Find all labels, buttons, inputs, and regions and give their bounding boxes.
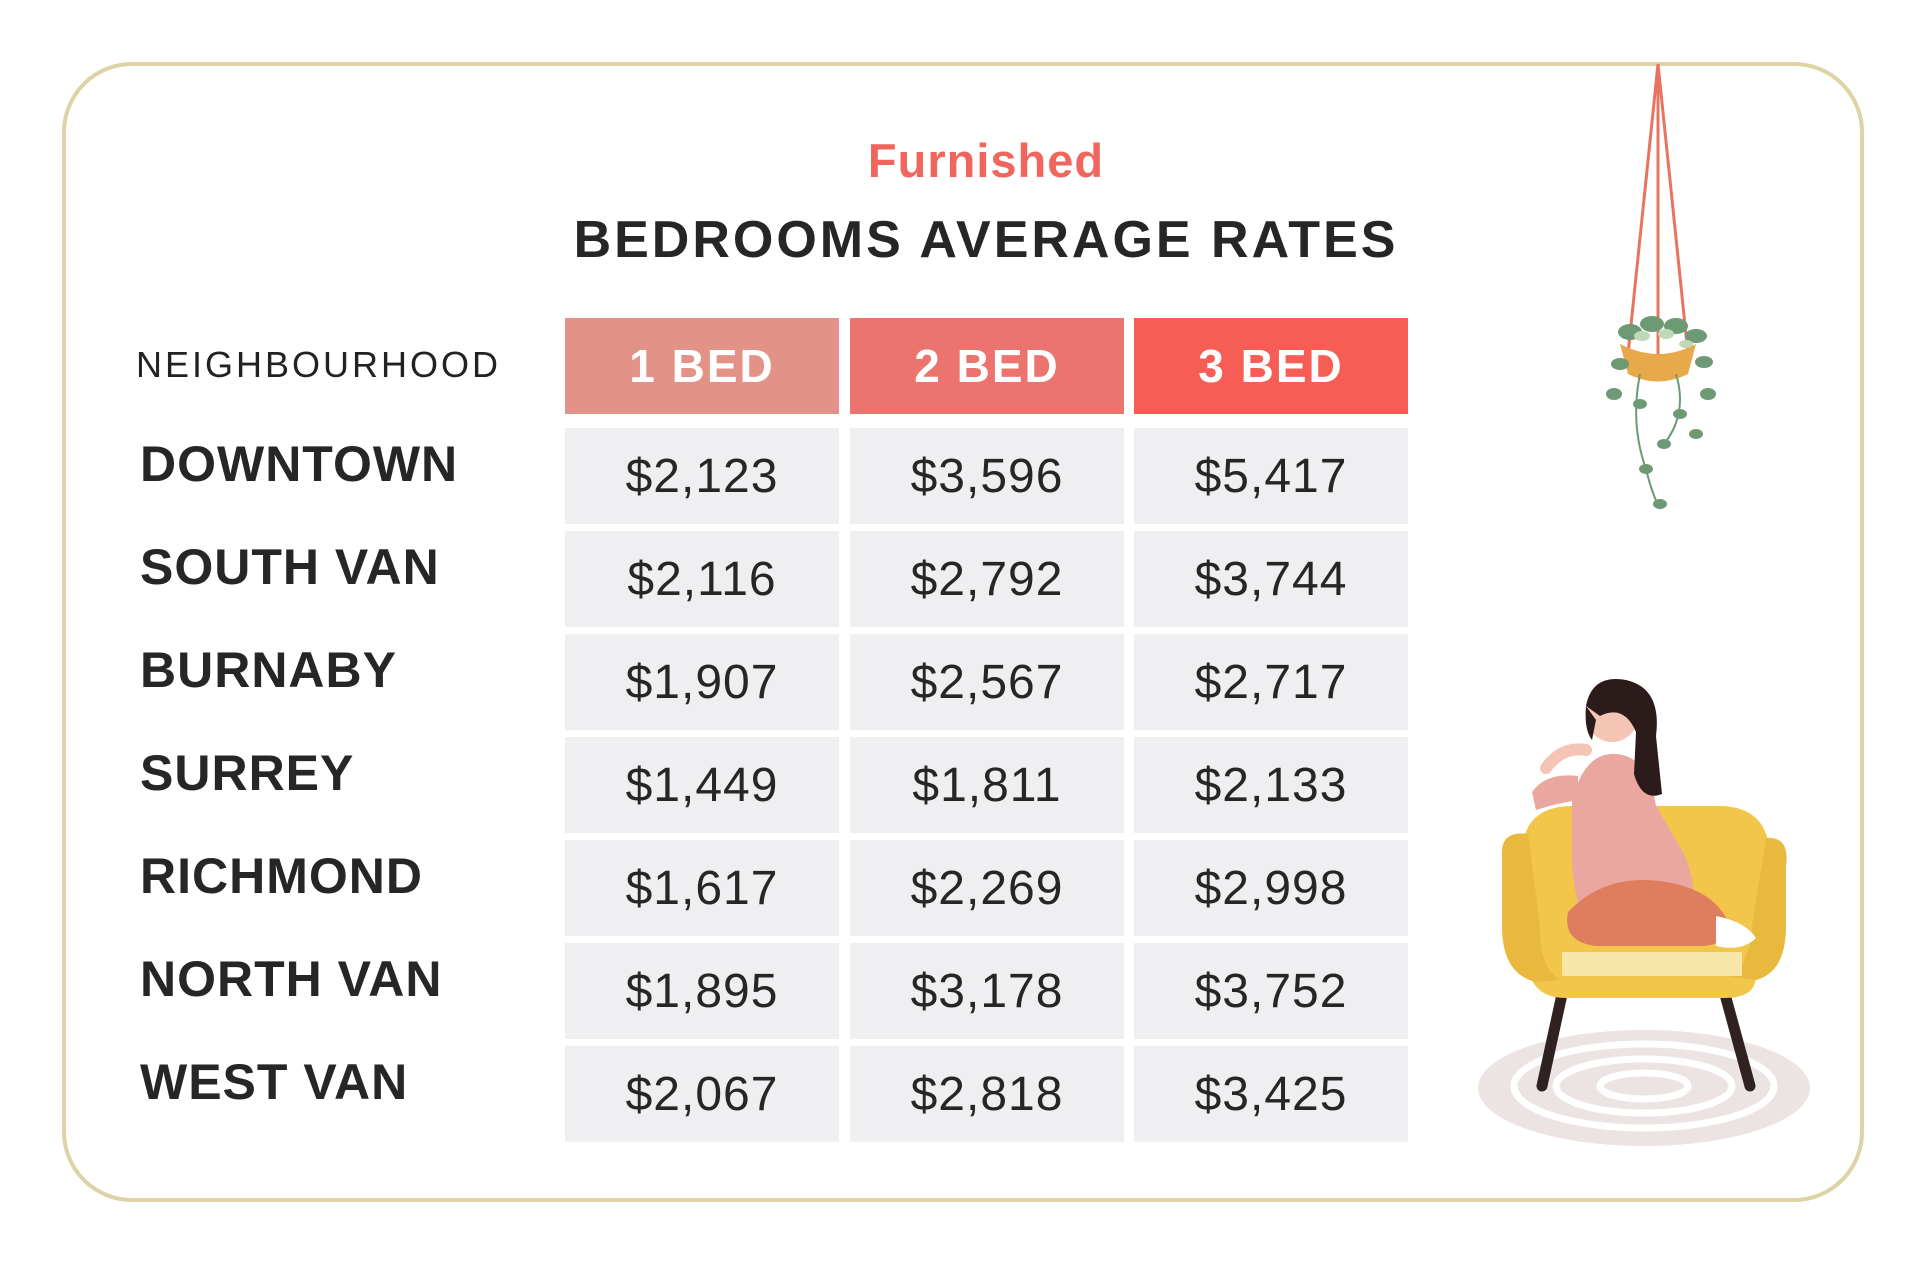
table-cell: $1,895 [565, 943, 839, 1039]
table-cell: $2,116 [565, 531, 839, 627]
table-cell: $1,617 [565, 840, 839, 936]
table-cell: $2,792 [850, 531, 1124, 627]
table-cell: $2,567 [850, 634, 1124, 730]
woman-on-armchair-illustration [1478, 679, 1810, 1146]
table-cell: $2,818 [850, 1046, 1124, 1142]
chart-subtitle: Furnished [867, 134, 1105, 187]
table-cell: $1,907 [565, 634, 839, 730]
table-cell: $2,998 [1134, 840, 1408, 936]
table-cell: $2,717 [1134, 634, 1408, 730]
row-label-surrey: SURREY [140, 745, 355, 801]
table-cell: $1,449 [565, 737, 839, 833]
table-cell: $2,067 [565, 1046, 839, 1142]
table-cell: $3,596 [850, 428, 1124, 524]
row-label-north-van: NORTH VAN [140, 951, 443, 1007]
column-header-1: 1 BED [565, 318, 839, 414]
row-label-west-van: WEST VAN [140, 1054, 409, 1110]
column-header-2: 2 BED [850, 318, 1124, 414]
row-label-downtown: DOWNTOWN [140, 436, 459, 492]
table-cell: $1,811 [850, 737, 1124, 833]
column-header-3: 3 BED [1134, 318, 1408, 414]
row-label-richmond: RICHMOND [140, 848, 423, 904]
row-header-label: NEIGHBOURHOOD [136, 344, 502, 385]
row-label-south-van: SOUTH VAN [140, 539, 440, 595]
table-cell: $3,425 [1134, 1046, 1408, 1142]
table-cell: $3,752 [1134, 943, 1408, 1039]
table-cell: $2,133 [1134, 737, 1408, 833]
table-cell: $2,269 [850, 840, 1124, 936]
table-cell: $3,744 [1134, 531, 1408, 627]
table-cell: $5,417 [1134, 428, 1408, 524]
chart-title: BEDROOMS AVERAGE RATES [573, 211, 1399, 269]
table-cell: $2,123 [565, 428, 839, 524]
hanging-plant-icon [1606, 63, 1716, 510]
row-label-burnaby: BURNABY [140, 642, 397, 698]
table-cell: $3,178 [850, 943, 1124, 1039]
